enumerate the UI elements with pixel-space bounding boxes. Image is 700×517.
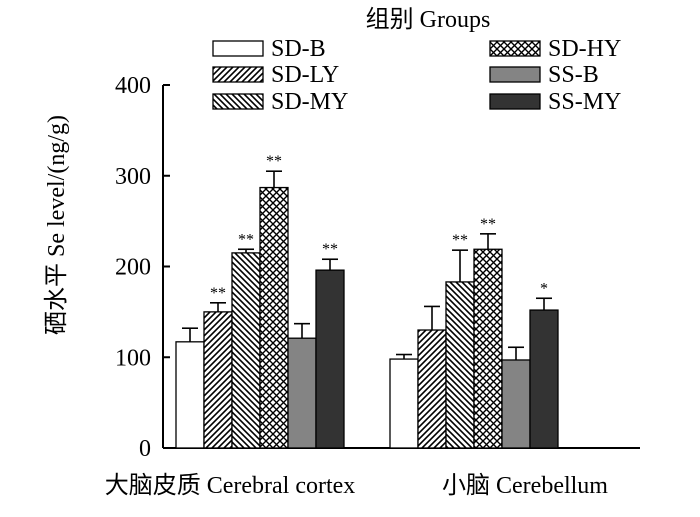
significance-mark: ** bbox=[322, 241, 338, 258]
bar-ss-my bbox=[315, 269, 345, 449]
bar-sd-my bbox=[445, 281, 475, 449]
significance-mark: ** bbox=[210, 285, 226, 302]
legend-label: SS-B bbox=[548, 62, 599, 88]
bar-sd-ly bbox=[203, 311, 233, 449]
legend-label: SD-B bbox=[271, 36, 326, 62]
y-tick-label: 200 bbox=[115, 255, 151, 281]
legend-swatch bbox=[212, 40, 264, 57]
bar-sd-my bbox=[231, 252, 261, 449]
bar-sd-hy bbox=[473, 248, 503, 449]
y-tick-label: 300 bbox=[115, 164, 151, 190]
bar-ss-my bbox=[529, 309, 559, 449]
significance-mark: ** bbox=[452, 232, 468, 249]
significance-mark: ** bbox=[238, 231, 254, 248]
bar-sd-b bbox=[389, 358, 419, 449]
bar-sd-ly bbox=[417, 329, 447, 449]
y-tick-label: 400 bbox=[115, 73, 151, 99]
y-tick-label: 0 bbox=[139, 436, 151, 462]
legend-swatch bbox=[489, 66, 541, 83]
legend-label: SD-HY bbox=[548, 36, 621, 62]
bar-sd-hy bbox=[259, 186, 289, 449]
bar-sd-b bbox=[175, 341, 205, 449]
legend-label: SD-MY bbox=[271, 89, 348, 115]
bar-ss-b bbox=[501, 359, 531, 449]
significance-mark: * bbox=[540, 280, 548, 297]
significance-mark: ** bbox=[480, 216, 496, 233]
legend-swatch bbox=[212, 93, 264, 110]
category-label: 小脑 Cerebellum bbox=[442, 472, 608, 499]
significance-mark: ** bbox=[266, 153, 282, 170]
legend-label: SS-MY bbox=[548, 89, 621, 115]
legend-label: SD-LY bbox=[271, 62, 339, 88]
legend-swatch bbox=[489, 93, 541, 110]
legend-swatch bbox=[489, 40, 541, 57]
category-label: 大脑皮质 Cerebral cortex bbox=[105, 472, 356, 499]
bar-ss-b bbox=[287, 337, 317, 449]
y-axis-label: 硒水平 Se level/(ng/g) bbox=[43, 115, 70, 335]
y-tick-label: 100 bbox=[115, 345, 151, 371]
legend-title: 组别 Groups bbox=[366, 6, 491, 33]
legend-swatch bbox=[212, 66, 264, 83]
